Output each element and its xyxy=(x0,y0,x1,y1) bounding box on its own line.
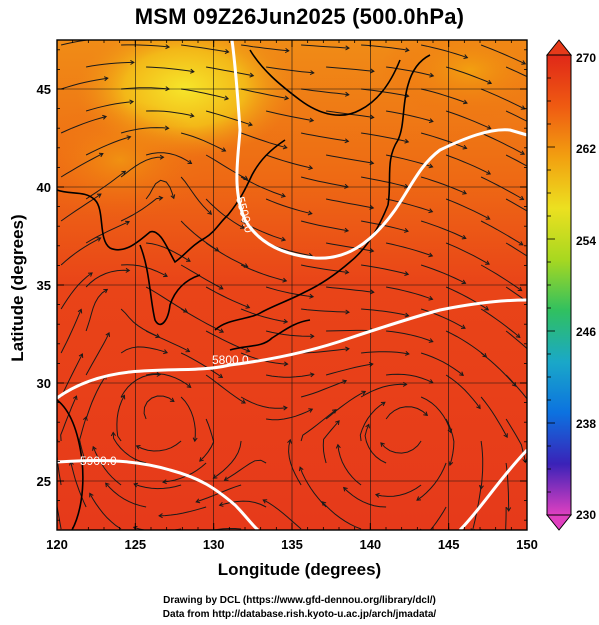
colorbar-labels: 270 262 254 246 238 230 xyxy=(576,51,596,522)
y-axis-label: Latitude (degrees) xyxy=(8,214,27,362)
colorbar-label-262: 262 xyxy=(576,142,596,156)
colorbar-label-270: 270 xyxy=(576,51,596,65)
y-tick-label-45: 45 xyxy=(37,82,51,97)
x-tick-label-125: 125 xyxy=(124,537,146,552)
credit-drawing: Drawing by DCL (https://www.gfd-dennou.o… xyxy=(163,595,436,606)
colorbar: 270 262 254 246 238 230 xyxy=(545,39,596,531)
height-contours xyxy=(57,40,527,530)
colorbar-ticks xyxy=(547,54,555,516)
colorbar-label-238: 238 xyxy=(576,417,596,431)
colorbar-label-246: 246 xyxy=(576,325,596,339)
colorbar-label-230: 230 xyxy=(576,508,596,522)
y-tick-label-40: 40 xyxy=(37,180,51,195)
y-tick-label-35: 35 xyxy=(37,278,51,293)
contour-label-5900: 5900.0 xyxy=(80,454,117,468)
contour-5900 xyxy=(57,458,259,530)
colorbar-label-254: 254 xyxy=(576,234,596,248)
colorbar-top-arrow xyxy=(545,39,573,56)
contour-5500 xyxy=(230,40,527,260)
x-tick-label-120: 120 xyxy=(46,537,68,552)
x-tick-label-130: 130 xyxy=(203,537,225,552)
x-tick-label-140: 140 xyxy=(359,537,381,552)
x-tick-label-145: 145 xyxy=(438,537,460,552)
contour-5900-east xyxy=(458,448,527,530)
wind-streamlines xyxy=(57,40,527,530)
x-axis-label: Longitude (degrees) xyxy=(217,560,382,579)
x-axis: 120 125 130 135 140 145 150 xyxy=(46,40,538,552)
x-tick-label-150: 150 xyxy=(516,537,538,552)
y-tick-label-30: 30 xyxy=(37,376,51,391)
contour-label-5800: 5800.0 xyxy=(212,353,249,367)
credit-data: Data from http://database.rish.kyoto-u.a… xyxy=(162,609,437,620)
x-tick-label-135: 135 xyxy=(281,537,303,552)
y-tick-label-25: 25 xyxy=(37,474,51,489)
map-title: MSM 09Z26Jun2025 (500.0hPa) xyxy=(134,4,465,29)
colorbar-bottom-arrow xyxy=(545,514,573,531)
lat-lon-grid xyxy=(57,40,527,530)
y-axis: 25 30 35 40 45 xyxy=(37,49,527,521)
contour-5800 xyxy=(57,298,527,400)
